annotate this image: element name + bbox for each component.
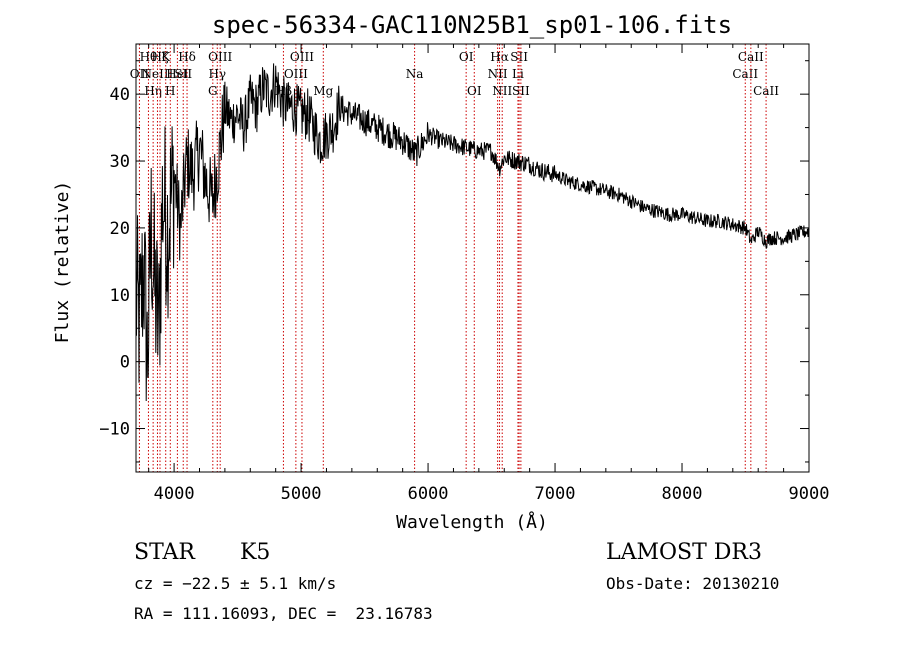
- line-label-0: OII: [130, 67, 150, 81]
- redshift-velocity: cz = −22.5 ± 5.1 km/s: [134, 574, 337, 593]
- line-label-6: H: [165, 84, 175, 98]
- line-label-1: Hθ: [140, 50, 158, 64]
- line-label-24: SII: [510, 50, 528, 64]
- x-tick-label-3: 7000: [535, 484, 576, 504]
- x-tick-label-1: 5000: [281, 484, 322, 504]
- x-tick-label-5: 9000: [789, 484, 830, 504]
- line-label-8: SII: [174, 67, 192, 81]
- line-label-11: Hγ: [208, 67, 226, 81]
- line-label-15: OIII: [290, 50, 314, 64]
- line-label-9: Hδ: [178, 50, 196, 64]
- survey-name: LAMOST DR3: [606, 540, 762, 565]
- line-label-21: Hα: [490, 50, 509, 64]
- line-label-4: Hζ: [152, 50, 169, 64]
- line-label-5: K: [161, 50, 171, 64]
- plot-frame: [135, 43, 810, 473]
- line-label-26: CaII: [732, 67, 758, 81]
- x-tick-label-2: 6000: [408, 484, 449, 504]
- line-label-22: NII: [492, 84, 512, 98]
- observation-date: Obs-Date: 20130210: [606, 574, 780, 593]
- y-tick-label-3: 20: [110, 219, 130, 239]
- line-label-2: Hη: [144, 84, 162, 98]
- y-axis-label: Flux (relative): [52, 181, 73, 344]
- x-axis: 4000 5000 6000 7000 8000 9000: [148, 44, 830, 504]
- line-label-19: OI: [467, 84, 482, 98]
- line-label-16: Mg: [313, 84, 333, 98]
- line-label-10: G: [208, 84, 218, 98]
- object-subclass: K5: [240, 540, 271, 565]
- line-label-25: SII: [512, 84, 530, 98]
- line-label-20: NII: [488, 67, 508, 81]
- spectrum-line: [135, 63, 810, 402]
- line-label-3: NeIII: [142, 67, 174, 81]
- y-tick-label-4: 30: [110, 152, 130, 172]
- y-tick-label-0: −10: [99, 420, 130, 440]
- y-tick-label-5: 40: [110, 85, 130, 105]
- x-axis-label: Wavelength (Å): [396, 511, 548, 533]
- line-label-27: CaII: [738, 50, 764, 64]
- sky-coordinates: RA = 111.16093, DEC = 23.16783: [134, 604, 433, 623]
- chart-title: spec-56334-GAC110N25B1_sp01-106.fits: [212, 11, 732, 39]
- spectrum-chart: spec-56334-GAC110N25B1_sp01-106.fits OII…: [52, 11, 830, 533]
- line-label-12: OIII: [208, 50, 232, 64]
- line-label-28: CaII: [753, 84, 779, 98]
- x-tick-label-4: 8000: [662, 484, 703, 504]
- line-label-7: HeI: [166, 67, 189, 81]
- line-label-18: OI: [459, 50, 474, 64]
- line-label-17: Na: [406, 67, 424, 81]
- y-tick-label-1: 0: [120, 353, 130, 373]
- y-axis: −10 0 10 20 30 40: [99, 60, 809, 463]
- x-tick-label-0: 4000: [154, 484, 195, 504]
- y-tick-label-2: 10: [110, 286, 130, 306]
- line-label-14: OIII: [284, 67, 308, 81]
- object-class: STAR: [134, 540, 195, 565]
- line-label-23: Li: [512, 67, 524, 81]
